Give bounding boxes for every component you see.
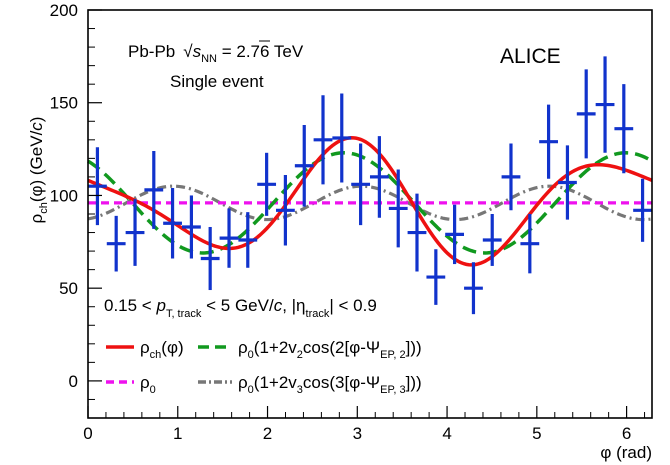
event-label: Single event (170, 72, 264, 91)
legend-label-v3: ρ0(1+2v3cos(3[φ-ΨEP, 3])) (238, 373, 422, 396)
data-point (614, 84, 634, 174)
axis-ticks: 0 1 2 3 4 5 6 0 50 100 150 200 (50, 1, 646, 443)
curve-rho-ch (87, 136, 653, 267)
track-cuts-label: 0.15 < pT, track < 5 GeV/c, |ηtrack| < 0… (104, 296, 377, 320)
curve-v2 (87, 151, 653, 255)
legend-label-rho0: ρ0 (140, 373, 156, 396)
data-point (88, 147, 107, 226)
y-tick-label: 150 (50, 94, 78, 113)
legend-label-rho-ch: ρch(φ) (140, 338, 184, 361)
data-point (407, 193, 427, 272)
data-point (182, 195, 201, 259)
data-point (144, 150, 164, 229)
y-axis-label: ρch(φ) (GeV/c) (27, 117, 50, 224)
data-point (313, 95, 333, 185)
data-point (125, 199, 145, 266)
data-point (445, 204, 465, 265)
data-point (464, 262, 483, 315)
experiment-label: ALICE (500, 45, 561, 68)
legend: ρch(φ) ρ0 ρ0(1+2v2cos(2[φ-ΨEP, 2])) ρ0(1… (106, 338, 422, 396)
data-point (520, 214, 540, 274)
data-point (369, 136, 389, 218)
data-point (351, 143, 371, 226)
x-tick-label: 0 (83, 424, 92, 443)
data-point (257, 152, 277, 216)
x-tick-label: 4 (442, 424, 451, 443)
data-point (388, 169, 408, 248)
data-point (332, 93, 352, 183)
y-tick-label: 200 (50, 1, 78, 20)
x-tick-label: 3 (353, 424, 362, 443)
data-points-layer (88, 56, 652, 315)
data-point (238, 212, 258, 268)
x-tick-label: 6 (622, 424, 631, 443)
x-tick-label: 1 (173, 424, 182, 443)
x-axis-label: φ (rad) (600, 443, 652, 462)
data-point (163, 188, 182, 259)
data-point (576, 69, 596, 159)
y-tick-label: 50 (59, 279, 78, 298)
data-point (539, 104, 558, 179)
curve-v3 (87, 184, 653, 222)
data-point (294, 124, 314, 207)
curve-layer (87, 136, 653, 267)
data-point (558, 145, 577, 220)
data-point (633, 178, 652, 242)
data-point (482, 214, 502, 266)
data-point (275, 175, 295, 246)
x-tick-label: 2 (263, 424, 272, 443)
y-tick-label: 100 (50, 186, 78, 205)
data-point (426, 249, 446, 305)
data-point (200, 226, 220, 291)
x-tick-label: 5 (532, 424, 541, 443)
data-point (595, 56, 615, 153)
collision-system-label: Pb-Pb √sNN = 2.76 TeV (128, 42, 304, 65)
data-point (106, 215, 126, 272)
legend-label-v2: ρ0(1+2v2cos(2[φ-ΨEP, 2])) (238, 338, 422, 361)
y-tick-label: 0 (69, 372, 78, 391)
data-point (219, 208, 239, 268)
data-point (501, 143, 521, 211)
